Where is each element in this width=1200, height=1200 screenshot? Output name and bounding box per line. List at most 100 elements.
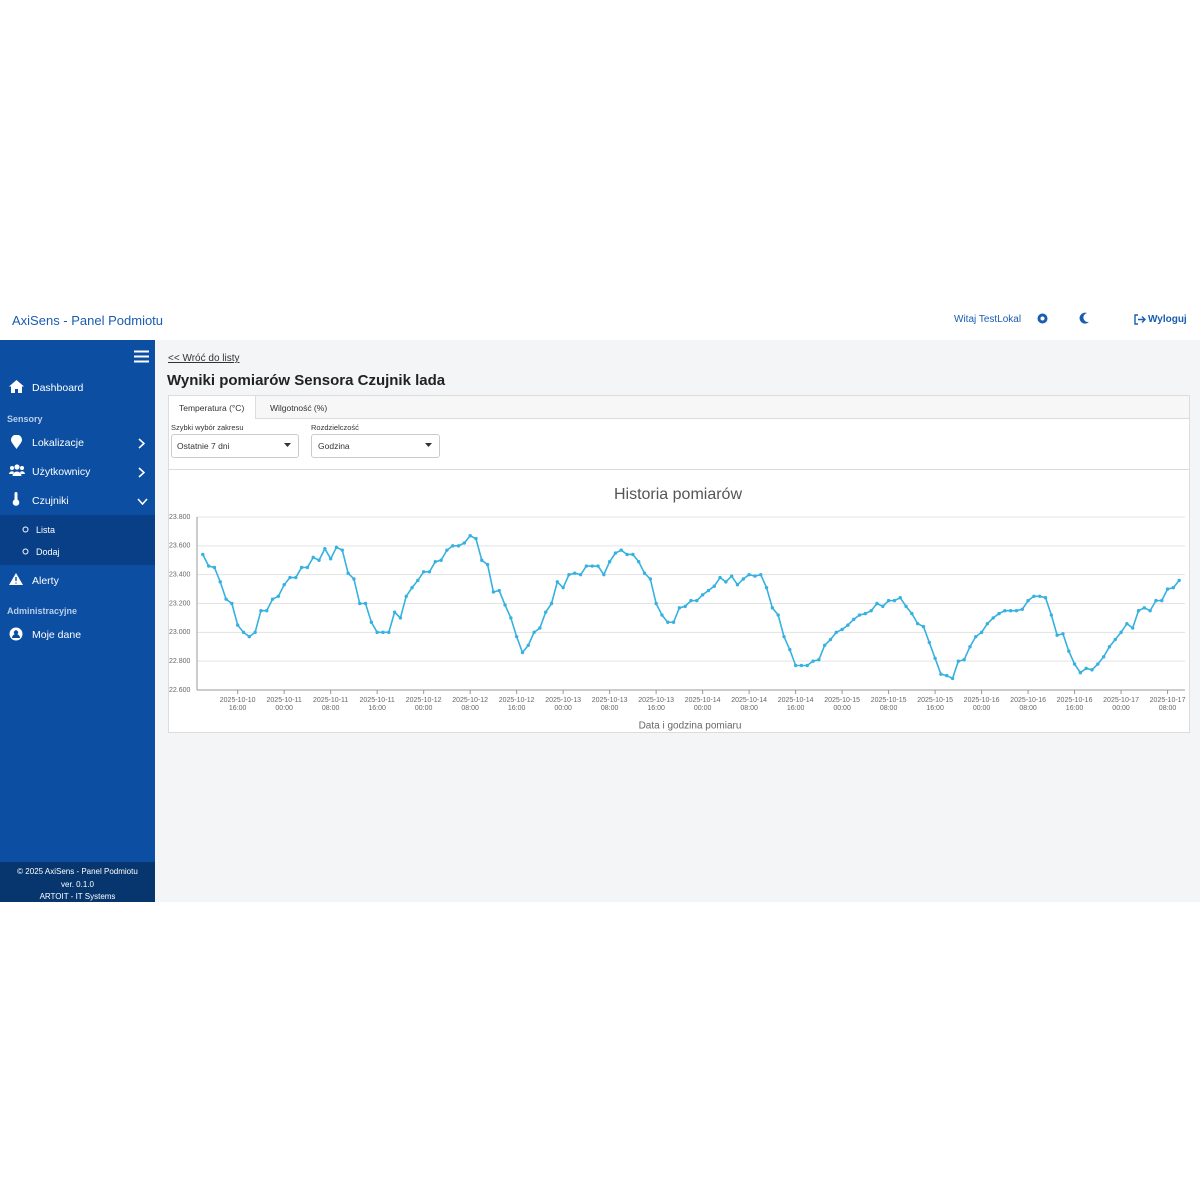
- filter-label: Rozdzielczość: [311, 423, 359, 432]
- data-point: [584, 564, 589, 568]
- data-point: [979, 630, 984, 635]
- data-point: [299, 565, 304, 570]
- data-point: [956, 659, 961, 663]
- y-tick-label: 23.800: [169, 514, 191, 521]
- chart-title: Historia pomiarów: [614, 486, 742, 503]
- data-point: [311, 555, 315, 560]
- x-tick-label: 2025-10-15 00:00: [824, 697, 860, 712]
- data-point: [875, 601, 879, 606]
- data-point: [962, 658, 966, 662]
- data-point: [817, 658, 821, 662]
- data-point: [398, 616, 403, 620]
- x-tick-label: 2025-10-16 00:00: [964, 697, 1000, 712]
- data-point: [915, 621, 920, 626]
- x-axis-label: Data i godzina pomiaru: [639, 721, 742, 732]
- data-point: [230, 601, 234, 606]
- data-point: [776, 613, 780, 617]
- logout-icon[interactable]: [1134, 314, 1146, 325]
- data-point: [288, 575, 292, 580]
- settings-icon[interactable]: [1036, 312, 1049, 325]
- data-point: [532, 630, 536, 635]
- select[interactable]: [311, 434, 440, 458]
- data-point: [805, 663, 809, 668]
- data-point: [759, 572, 763, 577]
- tab-label[interactable]: Temperatura (°C): [179, 403, 245, 413]
- x-tick-label: 2025-10-14 08:00: [731, 697, 767, 712]
- nav-section: Administracyjne: [7, 606, 78, 616]
- data-point: [480, 558, 484, 562]
- data-point: [671, 620, 676, 624]
- data-point: [468, 534, 472, 538]
- data-point: [1136, 609, 1141, 613]
- data-point: [317, 558, 321, 562]
- tab-bar: [169, 396, 1189, 419]
- footer-text: ARTOIT - IT Systems: [39, 892, 116, 901]
- data-point: [259, 609, 263, 613]
- data-point: [520, 650, 525, 655]
- data-point: [712, 584, 716, 588]
- dark-mode-icon[interactable]: [1079, 312, 1091, 325]
- data-point: [1067, 649, 1071, 653]
- nav-list[interactable]: Lista: [36, 525, 56, 535]
- nav-users[interactable]: Użytkownicy: [32, 466, 91, 478]
- data-point: [590, 564, 594, 568]
- nav-dashboard[interactable]: Dashboard: [32, 382, 84, 394]
- data-point: [793, 663, 798, 668]
- data-point: [1026, 598, 1030, 603]
- sidebar-footer: [0, 862, 155, 902]
- x-tick-label: 2025-10-17 00:00: [1103, 697, 1139, 712]
- data-point: [735, 583, 740, 587]
- data-point: [741, 577, 746, 581]
- menu-toggle[interactable]: [134, 350, 149, 363]
- y-tick-label: 22.600: [169, 687, 191, 694]
- data-point: [927, 640, 931, 645]
- data-point: [514, 634, 519, 639]
- data-point: [1014, 609, 1019, 613]
- data-point: [724, 580, 728, 584]
- tab-label[interactable]: Wilgotność (%): [270, 403, 328, 413]
- data-point: [247, 634, 252, 639]
- logout-link[interactable]: Wyloguj: [1148, 314, 1187, 325]
- data-point: [654, 601, 658, 606]
- thermometer-icon: [12, 492, 20, 506]
- data-point: [642, 571, 647, 575]
- tab-active[interactable]: [169, 396, 256, 419]
- data-point: [1160, 598, 1164, 603]
- nav-locations[interactable]: Lokalizacje: [32, 437, 84, 449]
- data-point: [689, 598, 693, 603]
- data-point: [358, 601, 362, 606]
- data-point: [201, 552, 205, 557]
- data-point: [1043, 596, 1048, 600]
- select-value[interactable]: Godzina: [318, 441, 350, 451]
- nav-my-data[interactable]: Moje dane: [32, 629, 82, 641]
- data-point: [631, 552, 635, 557]
- data-point: [1038, 594, 1042, 598]
- chevron: [138, 467, 145, 478]
- x-tick-label: 2025-10-11 08:00: [313, 697, 348, 712]
- data-point: [1003, 609, 1007, 613]
- select[interactable]: [171, 434, 299, 458]
- select-value[interactable]: Ostatnie 7 dni: [177, 441, 230, 451]
- nav-sensors[interactable]: Czujniki: [32, 495, 69, 507]
- data-point: [352, 577, 356, 581]
- brand[interactable]: AxiSens - Panel Podmiotu: [12, 313, 164, 328]
- nav-alerts[interactable]: Alerty: [32, 575, 59, 587]
- data-point: [253, 630, 257, 635]
- data-point: [968, 645, 972, 649]
- nav-add[interactable]: Dodaj: [36, 547, 60, 557]
- data-point: [921, 624, 926, 629]
- data-point: [950, 676, 955, 681]
- data-point: [421, 570, 426, 574]
- data-point: [677, 606, 682, 610]
- data-point: [340, 548, 344, 552]
- data-point: [305, 565, 310, 570]
- data-point: [857, 613, 862, 617]
- back-link[interactable]: << Wróć do listy: [168, 353, 240, 364]
- data-point: [1090, 668, 1094, 672]
- data-point: [433, 559, 437, 564]
- data-point: [1177, 578, 1181, 583]
- data-point: [224, 597, 228, 601]
- x-tick-label: 2025-10-14 00:00: [685, 697, 721, 712]
- data-point: [782, 634, 786, 639]
